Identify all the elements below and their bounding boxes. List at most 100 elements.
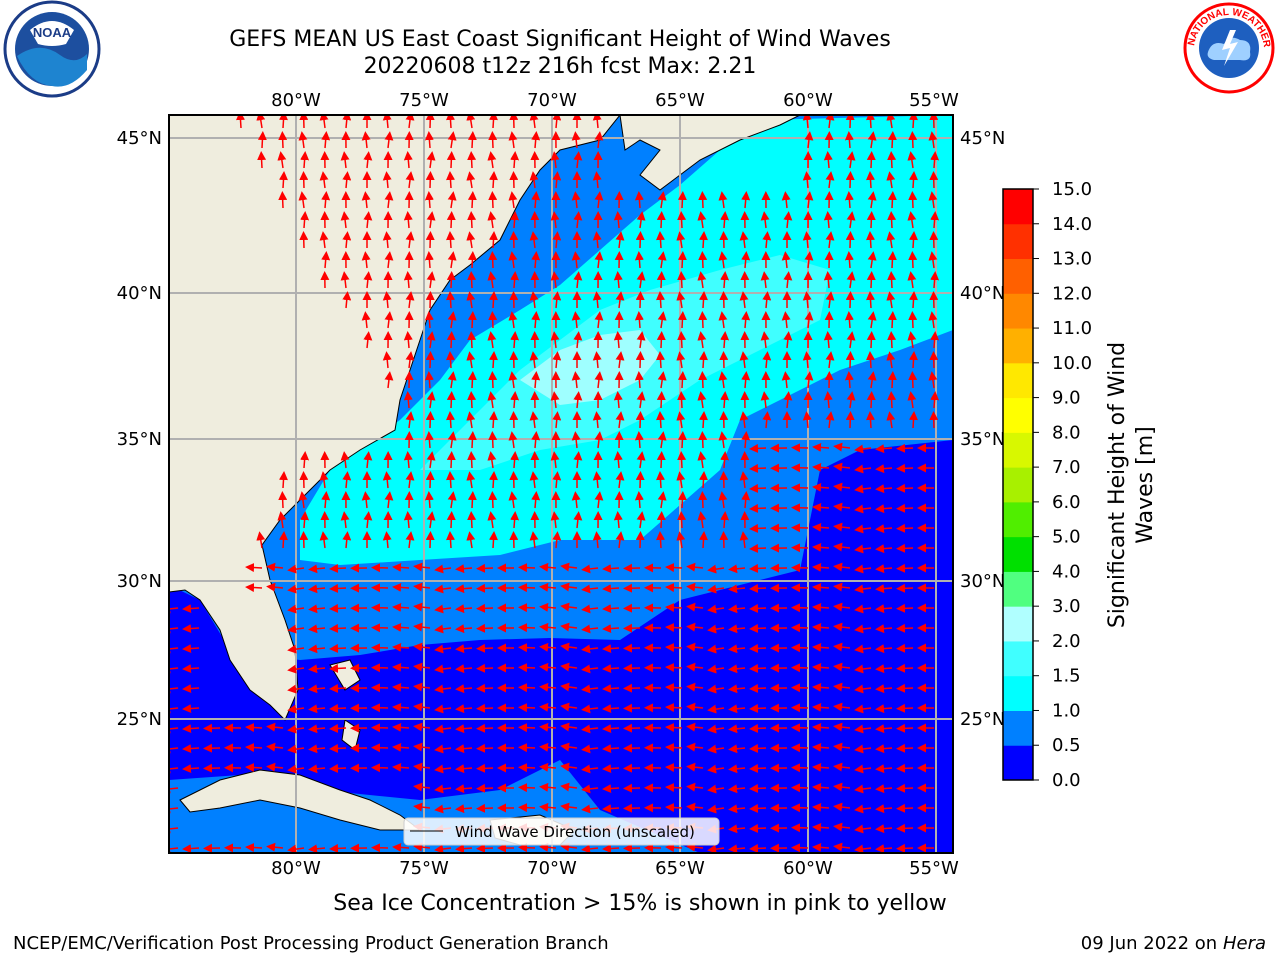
wind-arrow — [510, 151, 520, 169]
colorbar-segment — [1003, 432, 1033, 468]
lat-tick-left: 45°N — [117, 128, 162, 149]
wind-arrow — [833, 682, 851, 692]
wind-arrow — [382, 531, 392, 549]
wind-arrow — [866, 231, 875, 249]
wind-arrow — [560, 762, 578, 772]
wind-arrow — [550, 451, 560, 469]
wind-arrow — [728, 684, 746, 694]
wind-arrow — [287, 704, 305, 714]
wind-arrow — [749, 743, 767, 753]
wind-arrow — [812, 762, 830, 772]
wind-arrow — [833, 842, 851, 852]
wind-arrow — [382, 115, 392, 129]
wind-arrow — [298, 491, 308, 509]
wind-arrow — [571, 491, 581, 509]
wind-arrow — [592, 471, 602, 489]
wind-arrow — [656, 531, 665, 549]
wind-arrow — [392, 682, 410, 692]
wind-arrow — [718, 311, 728, 329]
wind-arrow — [707, 564, 725, 574]
wind-arrow — [741, 191, 751, 209]
wind-arrow — [361, 311, 371, 329]
wind-arrow — [886, 231, 896, 249]
wind-arrow — [739, 351, 749, 369]
wind-arrow — [384, 491, 394, 509]
lat-tick-right: 45°N — [960, 128, 1005, 149]
wind-arrow — [665, 803, 683, 813]
wind-arrow — [329, 663, 347, 673]
wind-arrow — [424, 491, 434, 509]
wind-arrow — [896, 443, 914, 453]
wind-arrow — [319, 231, 329, 249]
wind-arrow — [329, 643, 347, 653]
wind-arrow — [825, 231, 835, 249]
wind-arrow — [169, 704, 179, 714]
wind-arrow — [749, 683, 767, 693]
lat-tick-left: 40°N — [117, 283, 162, 304]
wind-direction-legend: Wind Wave Direction (unscaled) — [403, 817, 720, 846]
wind-arrow — [245, 763, 263, 773]
colorbar-tick-label: 0.5 — [1052, 735, 1081, 756]
wind-arrow — [405, 531, 415, 549]
wind-arrow — [467, 211, 477, 229]
wind-arrow — [728, 604, 746, 614]
wind-arrow — [728, 724, 746, 734]
wind-arrow — [728, 644, 746, 654]
wind-arrow — [720, 511, 730, 529]
wind-arrow — [636, 451, 646, 469]
wind-arrow — [720, 211, 730, 229]
wind-arrow — [930, 271, 940, 289]
wind-arrow — [812, 642, 830, 652]
wind-arrow — [812, 482, 830, 492]
colorbar-segment — [1003, 362, 1033, 399]
wind-arrow — [707, 804, 725, 814]
wind-arrow — [321, 191, 331, 209]
wind-arrow — [760, 211, 770, 229]
wind-arrow — [518, 723, 536, 733]
wind-arrow — [636, 511, 646, 529]
wind-arrow — [455, 584, 473, 594]
wind-arrow — [613, 451, 623, 469]
wind-arrow — [686, 662, 704, 672]
wind-arrow — [560, 662, 578, 672]
wind-arrow — [489, 231, 498, 249]
lat-tick-right: 30°N — [960, 571, 1005, 592]
wind-arrow — [552, 531, 562, 549]
wind-arrow — [739, 471, 749, 489]
wind-arrow — [854, 844, 872, 853]
wind-arrow — [169, 604, 179, 614]
wind-arrow — [266, 842, 284, 852]
wind-arrow — [382, 171, 392, 189]
wind-arrow — [531, 251, 541, 269]
wind-arrow — [488, 191, 498, 209]
wind-arrow — [875, 784, 893, 794]
wind-arrow — [615, 411, 625, 429]
wind-arrow — [552, 351, 562, 369]
wind-arrow — [594, 491, 604, 509]
wind-arrow — [466, 231, 476, 249]
wind-arrow — [698, 431, 708, 449]
wind-arrow — [446, 511, 456, 529]
wind-arrow — [182, 624, 200, 634]
lon-tick-top: 55°W — [909, 90, 959, 111]
wind-arrow — [602, 804, 620, 814]
wind-arrow — [866, 291, 875, 309]
wind-arrow — [508, 311, 518, 329]
wind-arrow — [413, 562, 431, 572]
wind-arrow — [665, 763, 683, 773]
wind-arrow — [665, 563, 683, 573]
wind-arrow — [279, 171, 288, 189]
wind-arrow — [550, 271, 560, 289]
wind-arrow — [846, 211, 856, 229]
wind-arrow — [665, 603, 683, 613]
wind-arrow — [539, 562, 557, 572]
wind-arrow — [686, 582, 704, 592]
wind-arrow — [403, 151, 413, 169]
wind-arrow — [866, 211, 876, 229]
wind-arrow — [823, 151, 833, 169]
wind-arrow — [594, 131, 604, 149]
wind-arrow — [510, 391, 520, 409]
wind-arrow — [928, 191, 938, 209]
wind-arrow — [277, 151, 287, 169]
wind-arrow — [613, 391, 623, 409]
